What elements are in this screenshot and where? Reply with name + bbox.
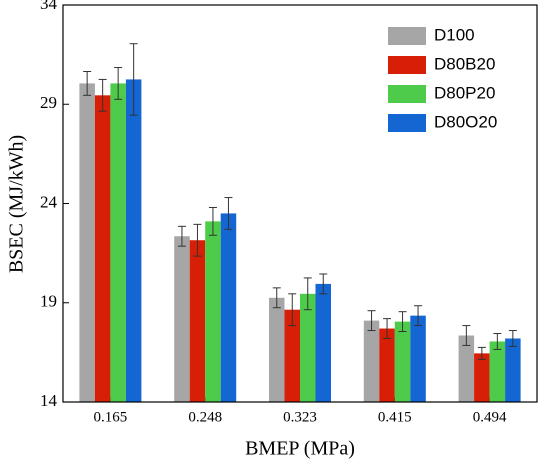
y-tick-label: 19 [40,292,57,311]
bar [189,240,206,402]
x-tick-label: 0.494 [473,409,507,425]
bar [205,221,221,402]
error-bar [414,305,423,327]
bar [363,320,380,402]
bar [174,236,190,402]
bar [474,353,490,402]
error-bar [398,311,407,333]
error-bar [319,273,328,295]
error-bar [383,318,392,339]
y-tick-label: 29 [40,93,57,112]
plot-frame [62,4,538,403]
x-tick-label: 0.165 [94,409,128,425]
x-tick-label: 0.415 [378,409,412,425]
legend-label: D80P20 [434,83,495,102]
error-bar [303,277,312,311]
bar [94,95,111,402]
bar [489,341,506,402]
error-bar [477,346,486,360]
x-tick-label: 0.323 [283,409,317,425]
x-axis-label: BMEP (MPa) [245,438,355,460]
error-bar [208,206,217,236]
error-bar [129,43,138,116]
legend-swatch [388,114,426,132]
error-bar [288,293,297,327]
bar [300,293,316,402]
bar [284,309,300,402]
error-bar [272,287,281,309]
y-tick-label: 34 [40,0,58,13]
legend-swatch [388,85,426,103]
error-bar [193,223,202,257]
bar [220,213,237,402]
legend-swatch [388,56,426,74]
bar [110,83,126,402]
y-tick-label: 24 [40,192,58,211]
bar [394,321,411,402]
error-bar [493,333,502,350]
bar [410,315,426,402]
error-bar [83,70,92,96]
error-bar [224,197,233,230]
legend-swatch [388,27,426,45]
y-axis-label: BSEC (MJ/kWh) [6,135,28,273]
bar [79,83,95,402]
legend-label: D80O20 [434,112,497,131]
legend-label: D100 [434,25,475,44]
error-bar [462,325,471,346]
bar [269,297,285,402]
y-tick-label: 14 [40,391,58,410]
bar [315,283,331,402]
bar [125,79,142,402]
x-tick-label: 0.248 [188,409,222,425]
bar [379,328,395,402]
error-bar [114,67,123,100]
error-bar [508,330,517,347]
error-bar [367,310,376,332]
legend-label: D80B20 [434,54,495,73]
bar [505,338,521,402]
error-bar [98,78,107,112]
bar [458,335,475,402]
error-bar [177,225,186,247]
